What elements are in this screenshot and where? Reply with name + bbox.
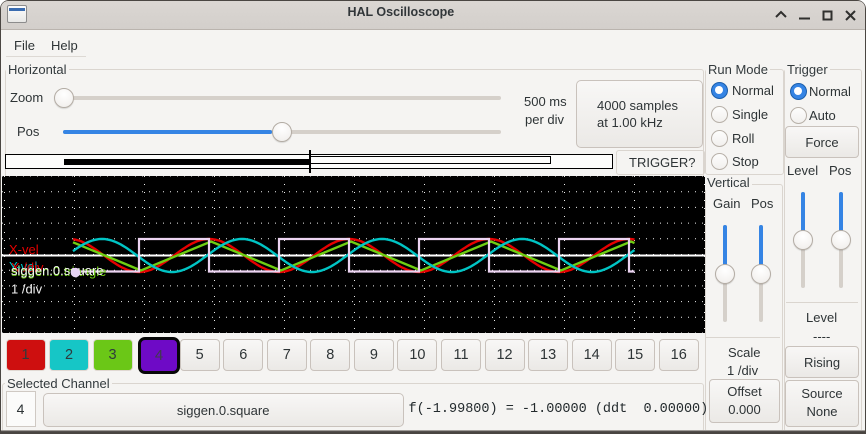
svg-text:X-vel: X-vel <box>9 242 39 257</box>
svg-text:siggen.0.triangle: siggen.0.triangle <box>11 264 106 279</box>
svg-text:X /div: X /div <box>11 260 44 275</box>
svg-text:Y-vel: Y-vel <box>9 259 38 274</box>
svg-text:siggen.0.square: siggen.0.square <box>11 263 104 278</box>
svg-text:1 /div: 1 /div <box>11 282 43 297</box>
